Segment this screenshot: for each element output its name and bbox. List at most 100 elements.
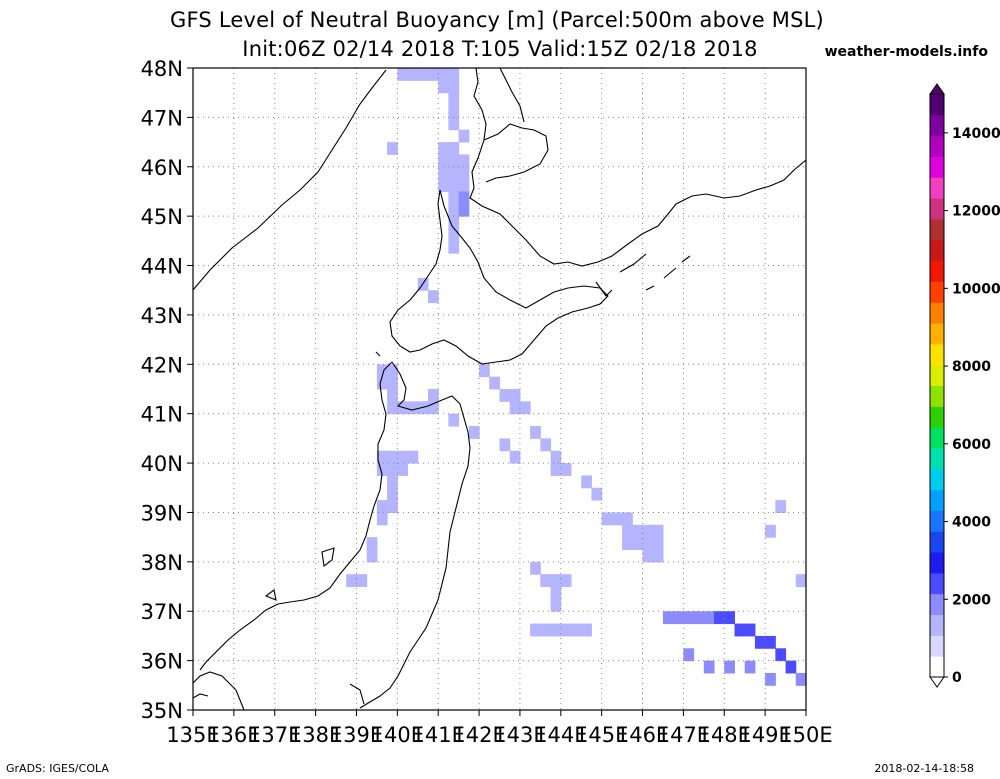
lnb-cell xyxy=(448,92,460,106)
lnb-cell xyxy=(427,389,439,402)
colorbar-segment xyxy=(930,302,944,324)
lat-label: 45N xyxy=(141,205,183,229)
lnb-cell xyxy=(376,500,388,513)
lnb-cell xyxy=(458,166,470,180)
plot-frame xyxy=(192,67,807,711)
coast-honshu xyxy=(359,361,471,709)
lnb-cell xyxy=(642,524,654,538)
lnb-cell xyxy=(642,537,654,550)
lnb-cell xyxy=(693,611,705,625)
colorbar-segment xyxy=(930,94,944,116)
lnb-cell xyxy=(366,537,378,550)
colorbar-segment xyxy=(930,635,944,657)
lnb-cell xyxy=(550,586,562,600)
lat-label: 42N xyxy=(141,353,183,377)
lnb-cell xyxy=(734,623,746,637)
lnb-cell xyxy=(407,68,419,81)
lon-label: 143E xyxy=(493,723,546,747)
lon-label: 139E xyxy=(330,723,383,747)
lnb-cell xyxy=(714,611,725,625)
lnb-cell xyxy=(376,463,388,476)
lon-label: 141E xyxy=(412,723,465,747)
lon-label: 138E xyxy=(289,723,342,747)
colorbar-segment xyxy=(930,177,944,199)
lnb-cell xyxy=(744,623,756,637)
lat-label: 44N xyxy=(141,255,183,279)
lon-label: 149E xyxy=(738,723,791,747)
lat-label: 38N xyxy=(141,551,183,575)
lnb-cell xyxy=(438,142,449,155)
colorbar-label: 12000 xyxy=(952,204,1000,220)
lnb-cell xyxy=(448,80,460,94)
colorbar-label: 10000 xyxy=(952,281,1000,297)
colorbar-label: 8000 xyxy=(952,359,991,375)
lnb-cell xyxy=(591,487,603,501)
lnb-cell xyxy=(387,463,398,476)
lnb-cell xyxy=(724,611,735,625)
coast-kuril-3 xyxy=(645,285,655,291)
colorbar-segment xyxy=(930,447,944,470)
lnb-cell xyxy=(775,500,787,513)
lnb-cell xyxy=(458,203,470,217)
footer-timestamp: 2018-02-14-18:58 xyxy=(874,762,974,775)
lnb-cell xyxy=(387,487,398,501)
colorbar-label: 0 xyxy=(952,670,962,686)
lnb-cell xyxy=(509,389,521,402)
lnb-cell xyxy=(387,389,398,402)
lat-label: 41N xyxy=(141,403,183,427)
lnb-cell xyxy=(438,80,449,94)
lnb-cell xyxy=(560,463,572,476)
lnb-cell xyxy=(652,549,664,563)
map-title-line1: GFS Level of Neutral Buoyancy [m] (Parce… xyxy=(170,8,824,32)
lnb-cell xyxy=(662,611,674,625)
lnb-cell xyxy=(407,401,419,415)
lat-label: 39N xyxy=(141,501,183,525)
lnb-cell xyxy=(438,179,449,192)
lnb-cell xyxy=(540,438,552,452)
lnb-cell xyxy=(417,68,429,81)
colorbar-segment xyxy=(930,593,944,616)
colorbar-segment xyxy=(930,385,944,407)
lnb-cell xyxy=(387,401,398,415)
lnb-cell xyxy=(376,450,388,464)
lnb-cell xyxy=(448,240,460,254)
lnb-cell xyxy=(519,401,531,415)
lat-label: 35N xyxy=(141,699,183,723)
lnb-cell xyxy=(622,512,633,526)
lnb-cell xyxy=(550,574,562,588)
coast-oki xyxy=(264,589,277,601)
coast-kuril-4 xyxy=(663,267,677,279)
coast-sakhalin xyxy=(469,68,806,267)
colorbar-segment xyxy=(930,656,944,678)
colorbar-label: 2000 xyxy=(952,592,991,608)
lnb-cell xyxy=(765,635,776,649)
lnb-cell xyxy=(448,228,460,242)
lnb-cell xyxy=(448,216,460,229)
colorbar-segment xyxy=(930,489,944,511)
lnb-cell xyxy=(530,426,541,439)
colorbar-segment xyxy=(930,260,944,282)
lnb-cell xyxy=(683,611,695,625)
colorbar-segment xyxy=(930,156,944,178)
lnb-cell xyxy=(724,660,735,674)
lnb-cell xyxy=(387,142,398,155)
lnb-cell xyxy=(448,203,460,217)
coast-hokkaido xyxy=(389,189,609,365)
lnb-cell xyxy=(448,179,460,192)
colorbar-segment xyxy=(930,114,944,137)
colorbar-max-arrow xyxy=(929,83,945,95)
lnb-cell xyxy=(427,401,439,415)
lnb-cell xyxy=(387,364,398,378)
lnb-cell xyxy=(417,277,429,291)
colorbar-segment xyxy=(930,572,944,595)
lnb-cell xyxy=(376,364,388,378)
lat-label: 40N xyxy=(141,452,183,476)
lnb-cell xyxy=(458,154,470,168)
lnb-cell xyxy=(458,191,470,205)
lnb-cell xyxy=(530,561,541,575)
lnb-cell xyxy=(795,574,806,588)
lnb-cell xyxy=(438,68,449,81)
coast-izu xyxy=(349,683,365,705)
colorbar: 0 2000 4000 6000 8000 10000 12000 14000 xyxy=(929,83,1000,688)
